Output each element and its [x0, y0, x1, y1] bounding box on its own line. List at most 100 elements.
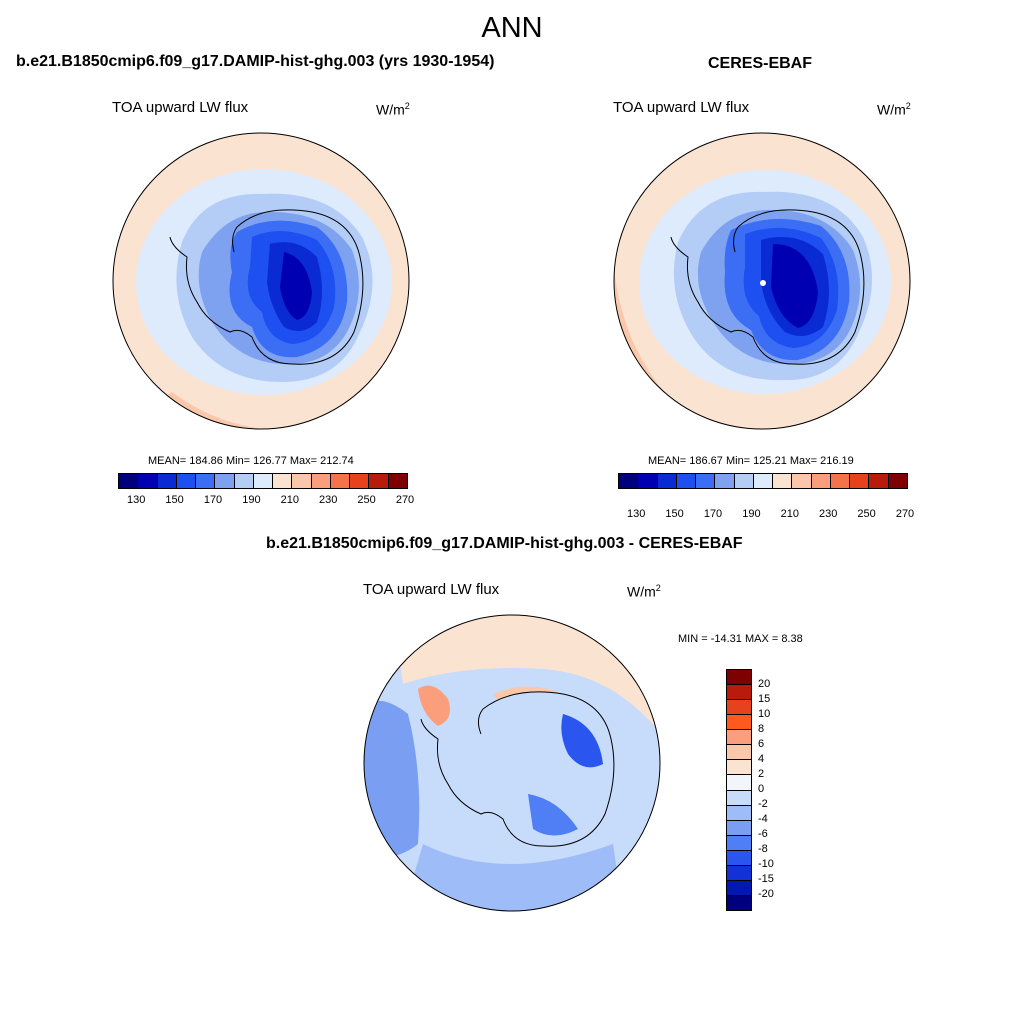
- colorbar-swatch: [753, 474, 774, 488]
- colorbar-tick-label: 15: [758, 693, 771, 705]
- colorbar-swatch: [215, 474, 235, 488]
- colorbar-tick-label: 10: [758, 708, 771, 720]
- panel1-title: b.e21.B1850cmip6.f09_g17.DAMIP-hist-ghg.…: [16, 53, 495, 70]
- colorbar-tick-label: -4: [758, 813, 768, 825]
- colorbar-tick-label: 170: [703, 508, 723, 520]
- colorbar-swatch: [727, 850, 751, 866]
- colorbar-swatch: [727, 775, 751, 791]
- colorbar-tick-label: 2: [758, 768, 765, 780]
- colorbar-swatch: [727, 730, 751, 746]
- colorbar-tick-label: 230: [319, 494, 338, 506]
- colorbar-tick-label: 190: [742, 508, 761, 520]
- coastline: [670, 209, 865, 365]
- panel1-colorbar: [118, 473, 408, 489]
- diff-strong-west: [364, 700, 420, 858]
- colorbar-swatch: [234, 474, 254, 488]
- coastline: [169, 209, 364, 365]
- colorbar-tick-label: -15: [758, 873, 774, 885]
- colorbar-swatch: [830, 474, 851, 488]
- colorbar-swatch: [350, 474, 370, 488]
- colorbar-swatch: [850, 474, 870, 488]
- panel2-polar-map: [613, 132, 911, 430]
- colorbar-swatch: [727, 790, 751, 806]
- colorbar-swatch: [734, 474, 754, 488]
- colorbar-swatch: [273, 474, 293, 488]
- colorbar-swatch: [311, 474, 331, 488]
- panel3-variable: TOA upward LW flux: [363, 581, 500, 598]
- panel2-colorbar-ticks: 130 150 170 190 210 230 250 270: [618, 508, 914, 522]
- colorbar-tick-label: 210: [280, 494, 299, 506]
- panel3-colorbar: [726, 669, 752, 911]
- colorbar-tick-label: 250: [357, 494, 376, 506]
- ice-level-6: [280, 252, 312, 320]
- panel3-stats: MIN = -14.31 MAX = 8.38: [678, 633, 803, 645]
- colorbar-tick-label: 6: [758, 738, 765, 750]
- panel1-variable: TOA upward LW flux: [112, 99, 249, 116]
- colorbar-swatch: [727, 820, 751, 836]
- colorbar-swatch: [619, 474, 639, 488]
- colorbar-swatch: [253, 474, 274, 488]
- colorbar-swatch: [727, 715, 751, 731]
- colorbar-swatch: [727, 700, 751, 716]
- diff-hot-spot: [418, 685, 451, 726]
- missing-data-dot: [760, 280, 766, 286]
- diff-warm-region: [393, 615, 660, 734]
- colorbar-tick-label: 8: [758, 723, 765, 735]
- colorbar-tick-label: 230: [819, 508, 838, 520]
- colorbar-swatch: [727, 670, 751, 686]
- colorbar-tick-label: 270: [395, 494, 415, 506]
- colorbar-swatch: [657, 474, 677, 488]
- panel1-units: W/m2: [376, 101, 410, 118]
- colorbar-swatch: [119, 474, 139, 488]
- colorbar-swatch: [330, 474, 351, 488]
- diff-strong-south: [528, 794, 578, 836]
- panel3-title: b.e21.B1850cmip6.f09_g17.DAMIP-hist-ghg.…: [266, 535, 743, 552]
- colorbar-swatch: [638, 474, 658, 488]
- colorbar-swatch: [196, 474, 216, 488]
- panel1-colorbar-ticks: 130 150 170 190 210 230 250 270: [118, 494, 414, 508]
- colorbar-swatch: [811, 474, 831, 488]
- colorbar-swatch: [727, 880, 751, 896]
- colorbar-swatch: [727, 685, 751, 701]
- colorbar-tick-label: 190: [242, 494, 261, 506]
- colorbar-swatch: [792, 474, 812, 488]
- colorbar-swatch: [727, 835, 751, 851]
- panel2-units: W/m2: [877, 101, 911, 118]
- panel2-colorbar: [618, 473, 908, 489]
- colorbar-swatch: [138, 474, 158, 488]
- diff-strong-east: [561, 714, 603, 768]
- coastline: [420, 691, 615, 847]
- colorbar-tick-label: 20: [758, 678, 771, 690]
- colorbar-tick-label: 170: [203, 494, 223, 506]
- colorbar-swatch: [773, 474, 793, 488]
- colorbar-tick-label: 130: [127, 494, 146, 506]
- colorbar-swatch: [727, 745, 751, 761]
- colorbar-tick-label: 150: [165, 494, 184, 506]
- colorbar-swatch: [727, 760, 751, 776]
- colorbar-swatch: [727, 805, 751, 821]
- colorbar-swatch: [676, 474, 697, 488]
- colorbar-swatch: [369, 474, 389, 488]
- colorbar-swatch: [292, 474, 312, 488]
- colorbar-tick-label: 0: [758, 783, 765, 795]
- ice-level-6: [771, 244, 818, 328]
- main-title: ANN: [481, 12, 543, 44]
- panel2-variable: TOA upward LW flux: [613, 99, 750, 116]
- colorbar-swatch: [727, 895, 751, 910]
- colorbar-swatch: [157, 474, 177, 488]
- colorbar-tick-label: 4: [758, 753, 765, 765]
- panel1-polar-map: [112, 132, 410, 430]
- colorbar-tick-label: 270: [895, 508, 915, 520]
- colorbar-swatch: [696, 474, 716, 488]
- colorbar-tick-label: -20: [758, 888, 774, 900]
- colorbar-swatch: [888, 474, 907, 488]
- colorbar-tick-label: -10: [758, 858, 774, 870]
- colorbar-tick-label: 130: [627, 508, 646, 520]
- panel2-stats: MEAN= 186.67 Min= 125.21 Max= 216.19: [648, 455, 854, 467]
- panel1-stats: MEAN= 184.86 Min= 126.77 Max= 212.74: [148, 455, 354, 467]
- colorbar-swatch: [176, 474, 197, 488]
- colorbar-tick-label: -8: [758, 843, 768, 855]
- panel3-polar-map: [363, 614, 661, 912]
- colorbar-swatch: [869, 474, 889, 488]
- colorbar-tick-label: -2: [758, 798, 768, 810]
